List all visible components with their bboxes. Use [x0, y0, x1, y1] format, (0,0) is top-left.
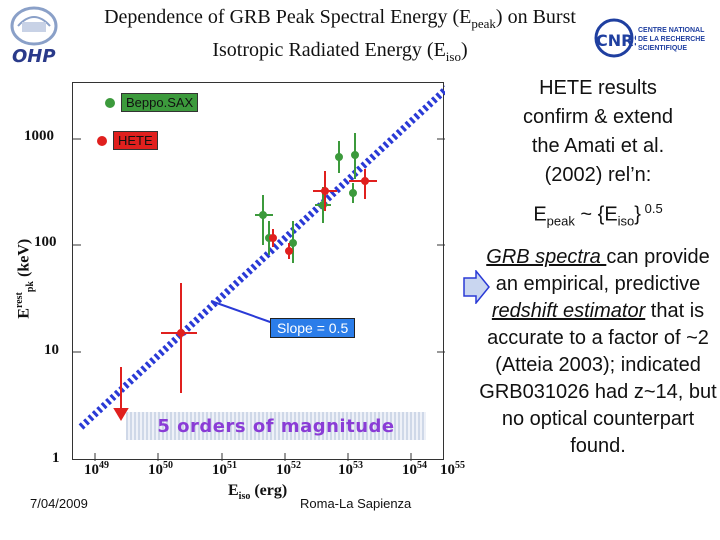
y-axis-label: Erestpk (keV) [14, 238, 36, 319]
estimator-text: GRB spectra can provide an empirical, pr… [479, 246, 717, 457]
data-point [269, 229, 277, 247]
slope-label: Slope = 0.5 [270, 318, 356, 338]
beppo-sax-series [255, 133, 359, 263]
data-point [285, 243, 293, 259]
scatter-plot [73, 76, 460, 461]
data-point [335, 141, 343, 173]
data-point [255, 195, 273, 245]
title-line-2: Isotropic Radiated Energy (Eiso) [212, 39, 468, 64]
slope-pointer [210, 300, 274, 324]
svg-text:OHP: OHP [12, 46, 56, 67]
data-point [161, 283, 197, 393]
x-tick-label: 1049 [84, 460, 109, 478]
relation-formula: Epeak ~ {Eiso} 0.5 [533, 201, 663, 229]
x-tick-label: 1052 [276, 460, 301, 478]
title-line-1: Dependence of GRB Peak Spectral Energy (… [104, 6, 576, 31]
y-tick-label: 1 [52, 450, 60, 466]
cnrs-text: CENTRE NATIONAL DE LA RECHERCHE SCIENTIF… [638, 27, 706, 52]
svg-text:CNRS: CNRS [596, 31, 636, 50]
results-text: HETE results confirm & extend the Amati … [478, 74, 718, 236]
green-dot-icon [105, 97, 115, 108]
x-tick-label: 1053 [338, 460, 363, 478]
y-tick-label: 100 [34, 234, 57, 250]
x-tick-label: 1055 [440, 460, 465, 478]
plot-area: Beppo.SAX HETE [72, 76, 460, 461]
x-tick-label: 1054 [402, 460, 427, 478]
fit-line [78, 76, 460, 430]
data-point [349, 169, 377, 199]
x-axis-label: Eiso (erg) [228, 482, 288, 503]
legend-hete: HETE [97, 131, 158, 150]
data-point [313, 171, 337, 211]
cnrs-mark-icon: CNRS [594, 18, 636, 58]
y-tick-label: 10 [44, 342, 59, 358]
x-tick-label: 1051 [212, 460, 237, 478]
data-point [351, 133, 359, 179]
axis-ticks [73, 138, 445, 461]
footer-venue: Roma-La Sapienza [300, 496, 412, 511]
magnitude-label: 5 orders of magnitude [126, 412, 426, 440]
y-tick-label: 1000 [24, 128, 54, 144]
footer-date: 7/04/2009 [30, 496, 88, 511]
cnrs-logo: CNRS CENTRE NATIONAL DE LA RECHERCHE SCI… [592, 16, 720, 68]
legend-beppo-sax: Beppo.SAX [105, 93, 199, 112]
ohp-logo: OHP [10, 6, 58, 67]
data-point [349, 183, 357, 203]
red-dot-icon [97, 135, 107, 146]
arrow-right-icon [463, 270, 490, 304]
x-tick-label: 1050 [148, 460, 173, 478]
hete-series [113, 169, 377, 421]
data-point [289, 221, 297, 263]
slide-title: Dependence of GRB Peak Spectral Energy (… [60, 4, 620, 70]
data-point [113, 367, 129, 421]
